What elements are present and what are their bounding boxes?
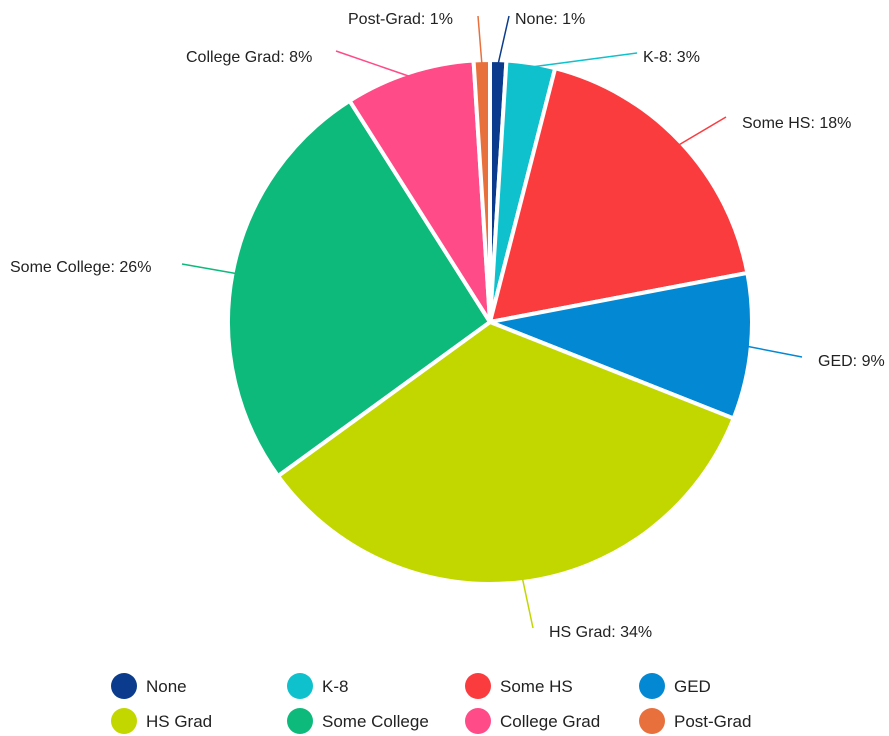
leader-line-ged <box>746 345 803 358</box>
pie-slice-college-grad <box>347 58 492 324</box>
leader-line-none <box>497 15 510 65</box>
legend-item-none: None <box>111 673 187 699</box>
legend-item-k-8: K-8 <box>287 673 348 699</box>
slice-label-ged: GED: 9% <box>818 353 885 370</box>
legend-label: K-8 <box>322 677 348 696</box>
slice-label-post-grad: Post-Grad: 1% <box>348 11 453 28</box>
legend-label: College Grad <box>500 712 600 731</box>
slice-labels: None: 1% K-8: 3% Some HS: 18% GED: 9% HS Gra… <box>10 11 885 641</box>
legend-label: Some HS <box>500 677 573 696</box>
slice-label-college-grad: College Grad: 8% <box>186 49 312 66</box>
leader-line-some-college <box>181 263 237 275</box>
legend-swatch <box>639 673 665 699</box>
legend-item-college-grad: College Grad <box>465 708 600 734</box>
legend: None K-8 Some HS GED HS Grad Some College Coll… <box>111 673 751 734</box>
legend-swatch <box>111 708 137 734</box>
leader-lines <box>181 15 803 629</box>
slice-label-none: None: 1% <box>515 11 585 28</box>
leader-line-k-8 <box>530 52 638 68</box>
pie-slice-some-hs <box>488 66 750 324</box>
legend-swatch <box>111 673 137 699</box>
legend-swatch <box>465 708 491 734</box>
legend-label: Post-Grad <box>674 712 751 731</box>
slice-label-k-8: K-8: 3% <box>643 49 700 66</box>
leader-line-hs-grad <box>521 577 534 629</box>
legend-label: GED <box>674 677 711 696</box>
slice-label-hs-grad: HS Grad: 34% <box>549 624 652 641</box>
legend-item-some-hs: Some HS <box>465 673 573 699</box>
leader-line-college-grad <box>335 50 411 78</box>
legend-swatch <box>287 708 313 734</box>
legend-item-hs-grad: HS Grad <box>111 708 212 734</box>
legend-item-some-college: Some College <box>287 708 429 734</box>
legend-swatch <box>465 673 491 699</box>
legend-label: HS Grad <box>146 712 212 731</box>
legend-item-post-grad: Post-Grad <box>639 708 751 734</box>
legend-swatch <box>639 708 665 734</box>
legend-label: Some College <box>322 712 429 731</box>
legend-item-ged: GED <box>639 673 711 699</box>
slice-label-some-hs: Some HS: 18% <box>742 115 851 132</box>
leader-line-post-grad <box>477 15 483 65</box>
pie-slices <box>226 58 754 586</box>
legend-label: None <box>146 677 187 696</box>
legend-swatch <box>287 673 313 699</box>
leader-line-some-hs <box>677 116 727 147</box>
slice-label-some-college: Some College: 26% <box>10 259 151 276</box>
